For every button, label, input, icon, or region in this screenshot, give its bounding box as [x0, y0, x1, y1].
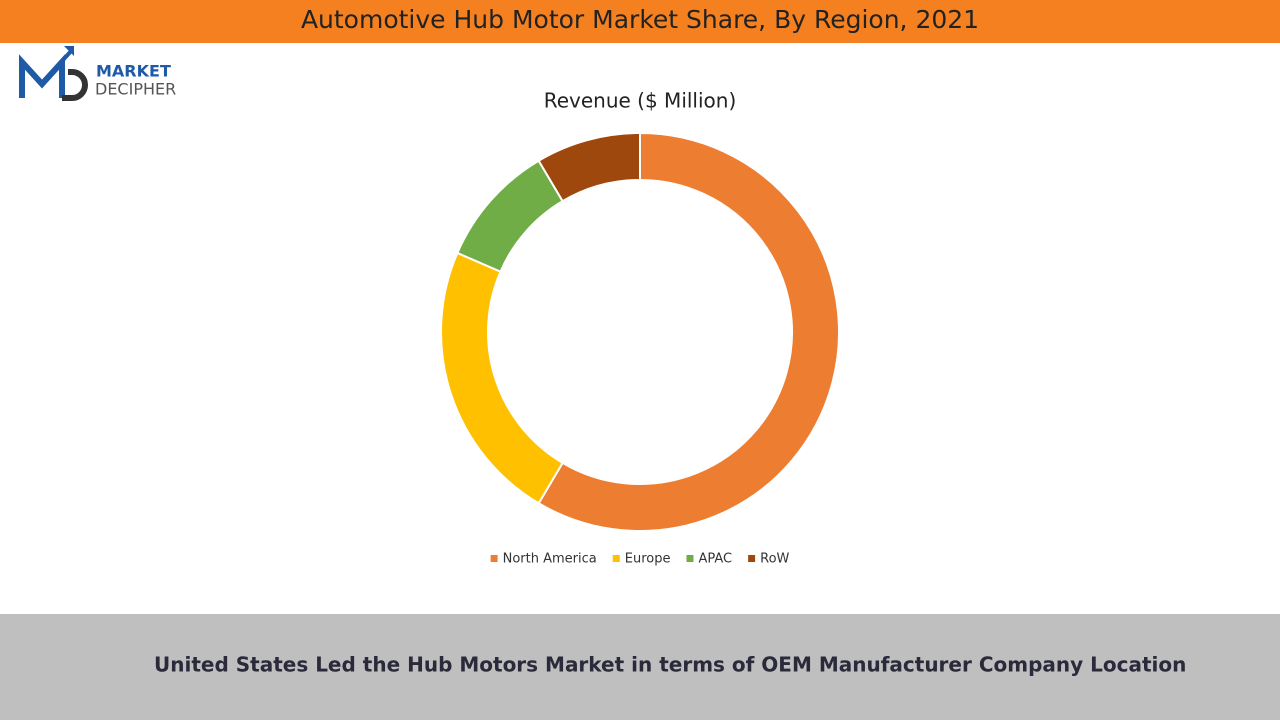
legend: North America Europe APAC RoW	[490, 552, 790, 567]
logo-text: DECIPHER	[95, 80, 176, 99]
legend-label: North America	[503, 552, 597, 567]
header-bar	[0, 0, 1280, 43]
legend-marker	[490, 555, 498, 562]
footer-bar	[0, 614, 1280, 720]
legend-marker	[748, 555, 756, 562]
logo: MARKET DECIPHER	[19, 46, 176, 101]
legend-label: RoW	[760, 552, 789, 567]
legend-label: Europe	[625, 552, 671, 567]
donut-segment	[537, 131, 641, 203]
logo-arrow	[52, 48, 74, 72]
donut	[440, 131, 840, 532]
legend-marker	[686, 555, 694, 562]
header-title: Automotive Hub Motor Market Share, By Re…	[301, 5, 979, 34]
logo-text: MARKET	[96, 62, 171, 81]
logo-arrowhead	[64, 46, 74, 56]
logo-m	[19, 54, 65, 98]
footer-text: United States Led the Hub Motors Market …	[154, 653, 1186, 677]
legend-label: APAC	[698, 552, 732, 567]
donut-segment	[537, 131, 840, 532]
chart-title: Revenue ($ Million)	[544, 89, 737, 113]
logo-d	[62, 69, 88, 101]
legend-marker	[612, 555, 620, 562]
